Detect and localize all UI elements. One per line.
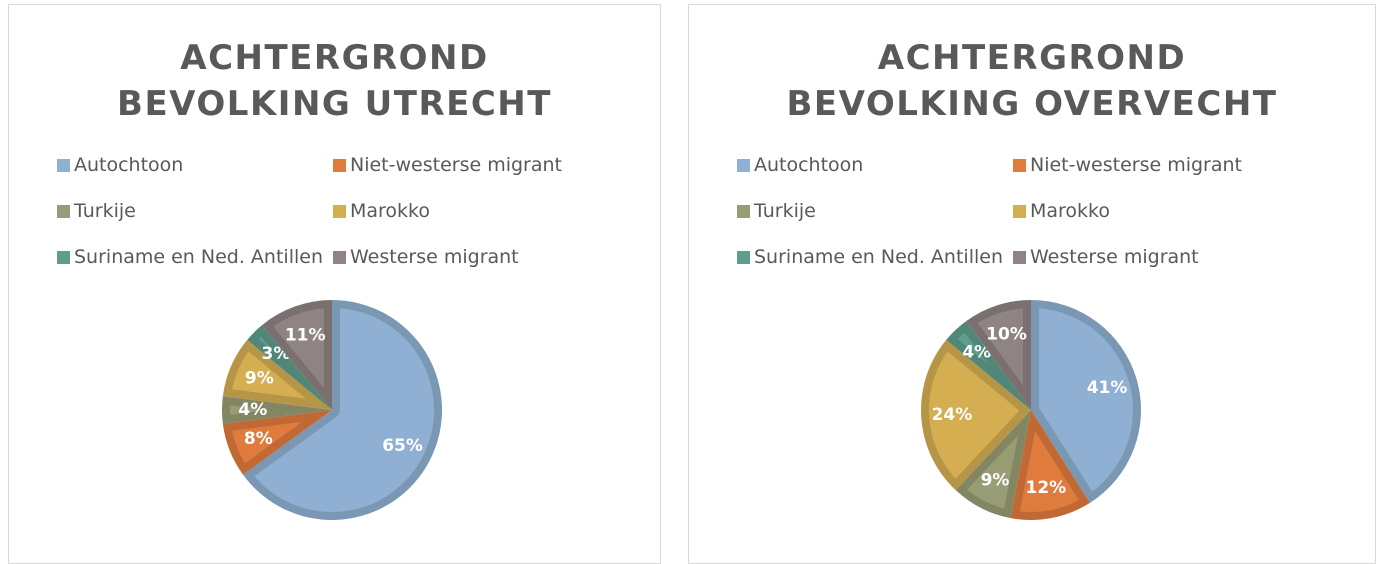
page: ACHTERGROND BEVOLKING UTRECHT Autochtoon… (8, 4, 1376, 564)
pie-slice (946, 321, 1031, 410)
pie-slice (247, 325, 332, 410)
legend-item: Suriname en Ned. Antillen (737, 239, 1013, 275)
slice-edge (920, 339, 1031, 491)
legend-swatch (333, 158, 346, 172)
legend-item: Marokko (1013, 193, 1303, 229)
legend-label: Turkije (754, 200, 816, 222)
pie-slice (222, 339, 332, 410)
pie-slice (222, 410, 332, 475)
legend-label: Marokko (350, 200, 431, 222)
legend-label: Niet-westerse migrant (350, 154, 562, 176)
data-label: 24% (932, 405, 973, 425)
legend-swatch (737, 204, 750, 218)
pie-slice (921, 339, 1031, 491)
legend-label: Turkije (74, 200, 136, 222)
legend-item: Suriname en Ned. Antillen (57, 239, 333, 275)
legend-item: Niet-westerse migrant (1013, 147, 1303, 183)
legend-label: Westerse migrant (1030, 246, 1199, 268)
slice-edge (247, 325, 332, 410)
data-label: 11% (285, 325, 326, 345)
legend-item: Westerse migrant (1013, 239, 1303, 275)
data-label: 8% (244, 429, 273, 449)
slice-edge (946, 321, 1031, 410)
pie-slice (243, 300, 442, 520)
data-label: 9% (981, 471, 1010, 491)
legend-swatch (737, 250, 750, 264)
pie-slice (1031, 300, 1141, 503)
slice-edge (243, 300, 442, 520)
chart-title: ACHTERGROND BEVOLKING UTRECHT (117, 38, 552, 124)
legend-label: Autochtoon (754, 154, 864, 176)
slice-edge (1031, 300, 1141, 503)
pie-slice (955, 410, 1031, 519)
pie-slice (966, 300, 1031, 410)
data-label: 41% (1087, 378, 1128, 398)
legend-label: Westerse migrant (350, 246, 519, 268)
data-label: 4% (962, 342, 991, 362)
pie: 65%8%4%9%3%11% (222, 300, 442, 520)
legend-swatch (1013, 204, 1026, 218)
legend-swatch (57, 204, 70, 218)
legend: Autochtoon Niet-westerse migrant Turkije Ma… (737, 147, 1303, 275)
legend-label: Autochtoon (74, 154, 184, 176)
legend-swatch (57, 158, 70, 172)
legend-item: Marokko (333, 193, 623, 229)
legend-item: Turkije (57, 193, 333, 229)
legend-label: Suriname en Ned. Antillen (754, 246, 1003, 268)
legend-swatch (333, 250, 346, 264)
chart-frame: ACHTERGROND BEVOLKING UTRECHT Autochtoon… (8, 4, 661, 564)
legend-item: Niet-westerse migrant (333, 147, 623, 183)
data-label: 10% (986, 325, 1027, 345)
data-label: 9% (245, 369, 274, 389)
legend-label: Marokko (1030, 200, 1111, 222)
legend-swatch (737, 158, 750, 172)
pie-slice (1010, 410, 1090, 520)
data-label: 4% (238, 400, 267, 420)
legend-label: Suriname en Ned. Antillen (74, 246, 323, 268)
legend: Autochtoon Niet-westerse migrant Turkije Ma… (57, 147, 623, 275)
pie-slice (222, 396, 332, 424)
legend-item: Turkije (737, 193, 1013, 229)
chart-title: ACHTERGROND BEVOLKING OVERVECHT (786, 38, 1278, 124)
legend-swatch (1013, 158, 1026, 172)
legend-item: Autochtoon (57, 147, 333, 183)
pie: 41% 12% 9% 24% 4%10% (920, 300, 1141, 520)
data-label: 12% (1025, 478, 1066, 498)
legend-item: Westerse migrant (333, 239, 623, 275)
pie-slice (261, 300, 332, 410)
legend-label: Niet-westerse migrant (1030, 154, 1242, 176)
data-label: 65% (382, 436, 423, 456)
chart-frame: ACHTERGROND BEVOLKING OVERVECHT Autochto… (688, 4, 1376, 564)
legend-swatch (57, 250, 70, 264)
legend-swatch (1013, 250, 1026, 264)
slice-edge (261, 300, 332, 410)
legend-item: Autochtoon (737, 147, 1013, 183)
legend-swatch (333, 204, 346, 218)
slice-edge (966, 300, 1031, 410)
